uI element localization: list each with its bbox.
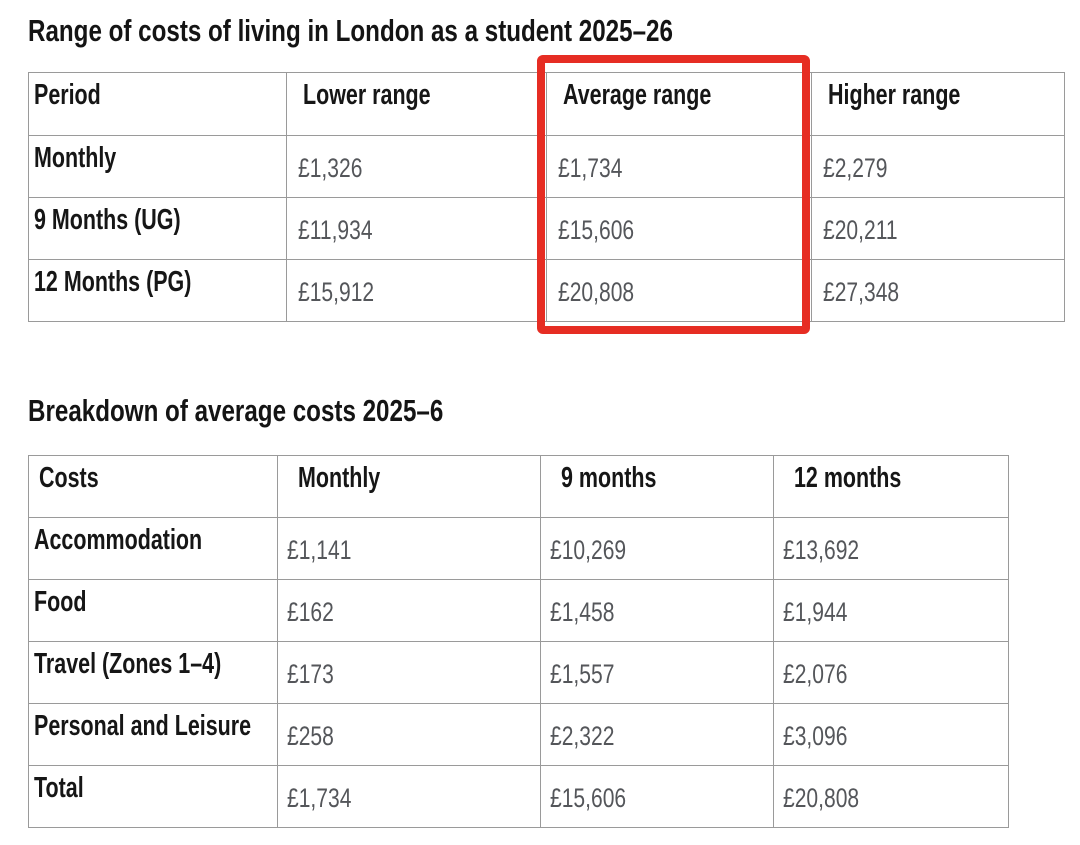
- cell-accommodation-12mo: £13,692: [773, 517, 1009, 580]
- row-label-9-months-ug: 9 Months (UG): [28, 197, 287, 260]
- cell-total-monthly: £1,734: [277, 765, 541, 828]
- cell-accommodation-monthly: £1,141: [277, 517, 541, 580]
- col-header-average-range: Average range: [546, 72, 812, 136]
- cell-travel-12mo: £2,076: [773, 641, 1009, 704]
- col-header-9-months: 9 months: [540, 455, 774, 518]
- row-label-total: Total: [28, 765, 278, 828]
- row-label-food: Food: [28, 579, 278, 642]
- table-row: Total £1,734 £15,606 £20,808: [28, 765, 1009, 828]
- cell-personal-12mo: £3,096: [773, 703, 1009, 766]
- cell-9mo-higher: £20,211: [811, 197, 1065, 260]
- row-label-monthly: Monthly: [28, 135, 287, 198]
- cell-personal-9mo: £2,322: [540, 703, 774, 766]
- cell-total-12mo: £20,808: [773, 765, 1009, 828]
- cost-breakdown-table: Costs Monthly 9 months 12 months Accommo…: [28, 455, 1009, 828]
- table-row: Personal and Leisure £258 £2,322 £3,096: [28, 703, 1009, 766]
- col-header-12-months: 12 months: [773, 455, 1009, 518]
- cell-food-12mo: £1,944: [773, 579, 1009, 642]
- row-label-12-months-pg: 12 Months (PG): [28, 259, 287, 322]
- table-row: 12 Months (PG) £15,912 £20,808 £27,348: [28, 259, 1065, 322]
- row-label-travel: Travel (Zones 1–4): [28, 641, 278, 704]
- cell-accommodation-9mo: £10,269: [540, 517, 774, 580]
- cell-travel-9mo: £1,557: [540, 641, 774, 704]
- table-row: Accommodation £1,141 £10,269 £13,692: [28, 517, 1009, 580]
- cell-9mo-average: £15,606: [546, 197, 812, 260]
- cell-total-9mo: £15,606: [540, 765, 774, 828]
- table-row: Food £162 £1,458 £1,944: [28, 579, 1009, 642]
- row-label-accommodation: Accommodation: [28, 517, 278, 580]
- col-header-monthly: Monthly: [277, 455, 541, 518]
- cell-monthly-higher: £2,279: [811, 135, 1065, 198]
- table-row: 9 Months (UG) £11,934 £15,606 £20,211: [28, 197, 1065, 260]
- col-header-period: Period: [28, 72, 287, 136]
- cost-range-table: Period Lower range Average range Higher …: [28, 72, 1065, 322]
- table2-title: Breakdown of average costs 2025–6: [28, 393, 444, 428]
- cell-9mo-lower: £11,934: [286, 197, 547, 260]
- table-row: Monthly £1,326 £1,734 £2,279: [28, 135, 1065, 198]
- cell-12mo-average: £20,808: [546, 259, 812, 322]
- col-header-lower-range: Lower range: [286, 72, 547, 136]
- col-header-costs: Costs: [28, 455, 278, 518]
- col-header-higher-range: Higher range: [811, 72, 1065, 136]
- table1-title: Range of costs of living in London as a …: [28, 13, 673, 48]
- cell-food-monthly: £162: [277, 579, 541, 642]
- cell-personal-monthly: £258: [277, 703, 541, 766]
- cell-travel-monthly: £173: [277, 641, 541, 704]
- row-label-personal-and-leisure: Personal and Leisure: [28, 703, 278, 766]
- cell-monthly-lower: £1,326: [286, 135, 547, 198]
- cell-food-9mo: £1,458: [540, 579, 774, 642]
- cell-monthly-average: £1,734: [546, 135, 812, 198]
- table-row: Travel (Zones 1–4) £173 £1,557 £2,076: [28, 641, 1009, 704]
- cell-12mo-higher: £27,348: [811, 259, 1065, 322]
- cell-12mo-lower: £15,912: [286, 259, 547, 322]
